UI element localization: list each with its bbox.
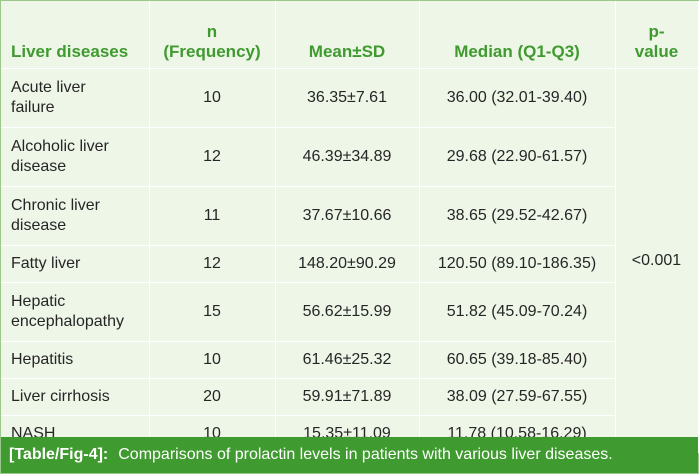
disease-cell: Fatty liver <box>1 245 150 283</box>
n-cell: 15 <box>149 282 276 342</box>
disease-cell: Hepatic encephalopathy <box>1 282 150 342</box>
header-median: Median (Q1-Q3) <box>419 1 616 69</box>
header-mean-sd: Mean±SD <box>275 1 420 69</box>
disease-cell: Acute liver failure <box>1 68 150 128</box>
median-cell: 60.65 (39.18-85.40) <box>419 341 616 379</box>
mean-cell: 37.67±10.66 <box>275 186 420 246</box>
disease-cell: Hepatitis <box>1 341 150 379</box>
median-cell: 51.82 (45.09-70.24) <box>419 282 616 342</box>
prolactin-table: Liver diseases n (Frequency) Mean±SD Medi… <box>1 1 699 453</box>
mean-cell: 148.20±90.29 <box>275 245 420 283</box>
caption-text: Comparisons of prolactin levels in patie… <box>118 446 613 463</box>
table-row: Acute liver failure 10 36.35±7.61 36.00 (… <box>1 68 699 453</box>
table-caption: [Table/Fig-4]: Comparisons of prolactin l… <box>1 437 698 473</box>
p-value-cell: <0.001 <box>615 68 699 453</box>
mean-cell: 36.35±7.61 <box>275 68 420 128</box>
caption-tag: [Table/Fig-4]: <box>9 446 109 463</box>
median-cell: 120.50 (89.10-186.35) <box>419 245 616 283</box>
table-row: Liver cirrhosis 20 59.91±71.89 38.09 (27… <box>1 378 698 416</box>
table-row: Hepatic encephalopathy 15 56.62±15.99 51.… <box>1 282 698 342</box>
header-p-value: p-value <box>615 1 699 69</box>
n-cell: 11 <box>149 186 276 246</box>
disease-cell: Chronic liver disease <box>1 186 150 246</box>
header-liver-diseases: Liver diseases <box>1 1 150 69</box>
header-row: Liver diseases n (Frequency) Mean±SD Medi… <box>1 1 699 69</box>
n-cell: 12 <box>149 245 276 283</box>
n-cell: 12 <box>149 127 276 187</box>
disease-cell: Liver cirrhosis <box>1 378 150 416</box>
mean-cell: 56.62±15.99 <box>275 282 420 342</box>
table-row: Fatty liver 12 148.20±90.29 120.50 (89.1… <box>1 245 698 283</box>
median-cell: 38.09 (27.59-67.55) <box>419 378 616 416</box>
n-cell: 20 <box>149 378 276 416</box>
mean-cell: 61.46±25.32 <box>275 341 420 379</box>
table-row: Chronic liver disease 11 37.67±10.66 38.6… <box>1 186 698 246</box>
header-n-frequency: n (Frequency) <box>149 1 276 69</box>
mean-cell: 59.91±71.89 <box>275 378 420 416</box>
mean-cell: 46.39±34.89 <box>275 127 420 187</box>
median-cell: 38.65 (29.52-42.67) <box>419 186 616 246</box>
table-row: Hepatitis 10 61.46±25.32 60.65 (39.18-85… <box>1 341 698 379</box>
median-cell: 36.00 (32.01-39.40) <box>419 68 616 128</box>
n-cell: 10 <box>149 68 276 128</box>
table-row: Alcoholic liver disease 12 46.39±34.89 29… <box>1 127 698 187</box>
n-cell: 10 <box>149 341 276 379</box>
median-cell: 29.68 (22.90-61.57) <box>419 127 616 187</box>
disease-cell: Alcoholic liver disease <box>1 127 150 187</box>
